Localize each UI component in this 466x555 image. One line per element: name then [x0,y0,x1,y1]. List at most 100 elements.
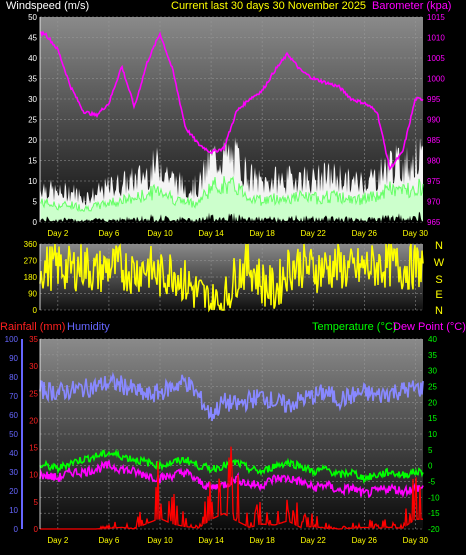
calm-area [40,211,423,222]
rain-tick-label: 5 [34,498,39,507]
humidity-tick-label: 70 [9,392,18,401]
y-tick-label: 10 [28,177,37,186]
y-tick-label: 0 [33,218,38,227]
y-tick-label: 25 [28,116,37,125]
humidity-tick-label: 80 [9,373,18,382]
x-tick-label: Day 30 [403,229,429,238]
temp-tick-label: -10 [428,493,440,502]
humidity-tick-label: 10 [9,506,18,515]
x-tick-label: Day 14 [198,536,224,545]
windspeed-label: Windspeed (m/s) [6,0,90,12]
humidity-tick-label: 40 [9,449,18,458]
humidity-tick-label: 50 [9,430,18,439]
y2-tick-label: 1005 [427,54,445,63]
temp-tick-label: 20 [428,398,437,407]
y2-tick-label: 995 [427,95,441,104]
temp-tick-label: 0 [428,462,433,471]
temp-tick-label: -5 [428,478,436,487]
y-tick-label: 90 [28,290,37,299]
temp-humidity-panel: -20 -15 -10 -5 0 5 10 15 20 25 30 35 40 0 5 10 15 20 25 30 3… [5,335,440,545]
y2-tick-label: 985 [427,136,441,145]
dewpoint-line [39,459,424,499]
barometer-label: Barometer (kpa) [372,0,452,12]
x-tick-label: Day 18 [249,536,275,545]
wind-area [40,176,423,222]
humidity-tick-label: 100 [5,335,19,344]
y2-tick-label: 980 [427,157,441,166]
humidity-tick-label: 30 [9,468,18,477]
y2-tick-label: 965 [427,218,441,227]
humidity-tick-label: 0 [14,525,19,534]
temp-tick-label: 40 [428,335,437,344]
rain-tick-label: 25 [29,389,38,398]
humidity-tick-label: 20 [9,487,18,496]
temp-tick-label: 10 [428,430,437,439]
rain-tick-label: 30 [29,362,38,371]
rain-tick-label: 0 [34,525,39,534]
x-tick-label: Day 10 [147,229,173,238]
y-tick-label: 40 [28,54,37,63]
x-tick-label: Day 6 [98,229,119,238]
x-tick-label: Day 26 [352,536,378,545]
y-tick-label: 50 [28,13,37,22]
dewpoint-label: Dew Point (°C) [393,321,466,333]
y-tick-label: 20 [28,136,37,145]
y-tick-label: 0 [33,306,38,315]
x-tick-label: Day 22 [301,536,327,545]
rain-tick-label: 20 [29,416,38,425]
y-tick-label: 270 [24,257,38,266]
rainfall-label: Rainfall (mm) [0,321,66,333]
temp-tick-label: -15 [428,509,440,518]
wind-direction-line [39,243,424,313]
x-tick-label: Day 2 [47,536,68,545]
y-tick-label: 35 [28,75,37,84]
temp-tick-label: 35 [428,351,437,360]
rain-tick-label: 10 [29,471,38,480]
y-tick-label: 15 [28,157,37,166]
temp-tick-label: 15 [428,414,437,423]
compass-label: E [435,289,442,301]
temp-tick-label: 25 [428,383,437,392]
temperature-label: Temperature (°C) [312,321,397,333]
y-tick-label: 30 [28,95,37,104]
y-tick-label: 360 [24,240,38,249]
y2-tick-label: 990 [427,116,441,125]
y-tick-label: 180 [24,273,38,282]
temp-tick-label: 30 [428,367,437,376]
y-tick-label: 5 [33,198,38,207]
y2-tick-label: 1010 [427,34,445,43]
chart-title: Current last 30 days 30 November 2025 [171,0,367,12]
y2-tick-label: 975 [427,177,441,186]
x-tick-label: Day 18 [249,229,275,238]
compass-label: N [435,240,443,252]
y2-tick-label: 1000 [427,75,445,84]
temp-tick-label: 5 [428,446,433,455]
x-tick-label: Day 30 [403,536,429,545]
x-tick-label: Day 6 [98,536,119,545]
barometer-line [39,30,424,171]
rain-tick-label: 15 [29,444,38,453]
humidity-label: Humidity [67,321,110,333]
rainfall-line [40,446,423,531]
x-tick-label: Day 2 [47,229,68,238]
y2-tick-label: 970 [427,198,441,207]
x-tick-label: Day 10 [147,536,173,545]
avg-wind-line [39,175,424,213]
y2-tick-label: 1015 [427,13,445,22]
rain-tick-label: 35 [29,335,38,344]
plot-background [40,339,423,529]
wind-baro-panel: 0510152025303540455096597097598098599099… [28,13,445,238]
x-tick-label: Day 14 [198,229,224,238]
x-tick-label: Day 26 [352,229,378,238]
humidity-line [39,371,424,422]
x-tick-label: Day 22 [301,229,327,238]
compass-label: S [435,274,442,286]
compass-label: N [435,305,443,317]
humidity-tick-label: 60 [9,411,18,420]
temp-tick-label: -20 [428,525,440,534]
humidity-tick-label: 90 [9,354,18,363]
y-tick-label: 45 [28,34,37,43]
